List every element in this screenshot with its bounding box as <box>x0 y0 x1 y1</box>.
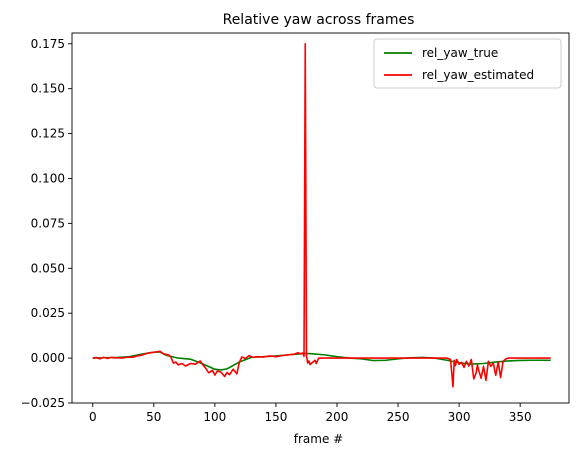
x-tick-label: 350 <box>509 410 532 424</box>
y-tick-label: 0.175 <box>31 37 65 51</box>
legend-label-rel_yaw_true: rel_yaw_true <box>422 46 498 60</box>
x-tick-label: 300 <box>448 410 471 424</box>
x-tick-label: 250 <box>387 410 410 424</box>
x-tick-label: 200 <box>326 410 349 424</box>
x-tick-label: 50 <box>146 410 161 424</box>
plot-area: 0 50 100 150 200 250 300 350 −0.025 0.000 0.025 0.0… <box>21 32 570 424</box>
axes-frame <box>71 32 570 404</box>
y-tick-label: 0.125 <box>31 127 65 141</box>
chart-title: Relative yaw across frames <box>223 12 415 28</box>
y-tick-label: 0.000 <box>31 351 65 365</box>
x-tick-label: 0 <box>89 410 97 424</box>
x-tick-label: 100 <box>203 410 226 424</box>
x-axis-label: frame # <box>294 432 343 446</box>
y-tick-label: 0.100 <box>31 171 65 185</box>
y-tick-label: 0.150 <box>31 82 65 96</box>
legend-label-rel_yaw_estimated: rel_yaw_estimated <box>422 68 534 82</box>
x-tick-label: 150 <box>264 410 287 424</box>
y-tick-label: 0.050 <box>31 261 65 275</box>
y-tick-label: −0.025 <box>21 396 65 410</box>
y-tick-label: 0.075 <box>31 216 65 230</box>
series-line-rel_yaw_estimated <box>92 42 551 388</box>
legend: rel_yaw_true rel_yaw_estimated <box>373 38 562 89</box>
legend-box <box>373 38 562 89</box>
y-tick-label: 0.025 <box>31 306 65 320</box>
